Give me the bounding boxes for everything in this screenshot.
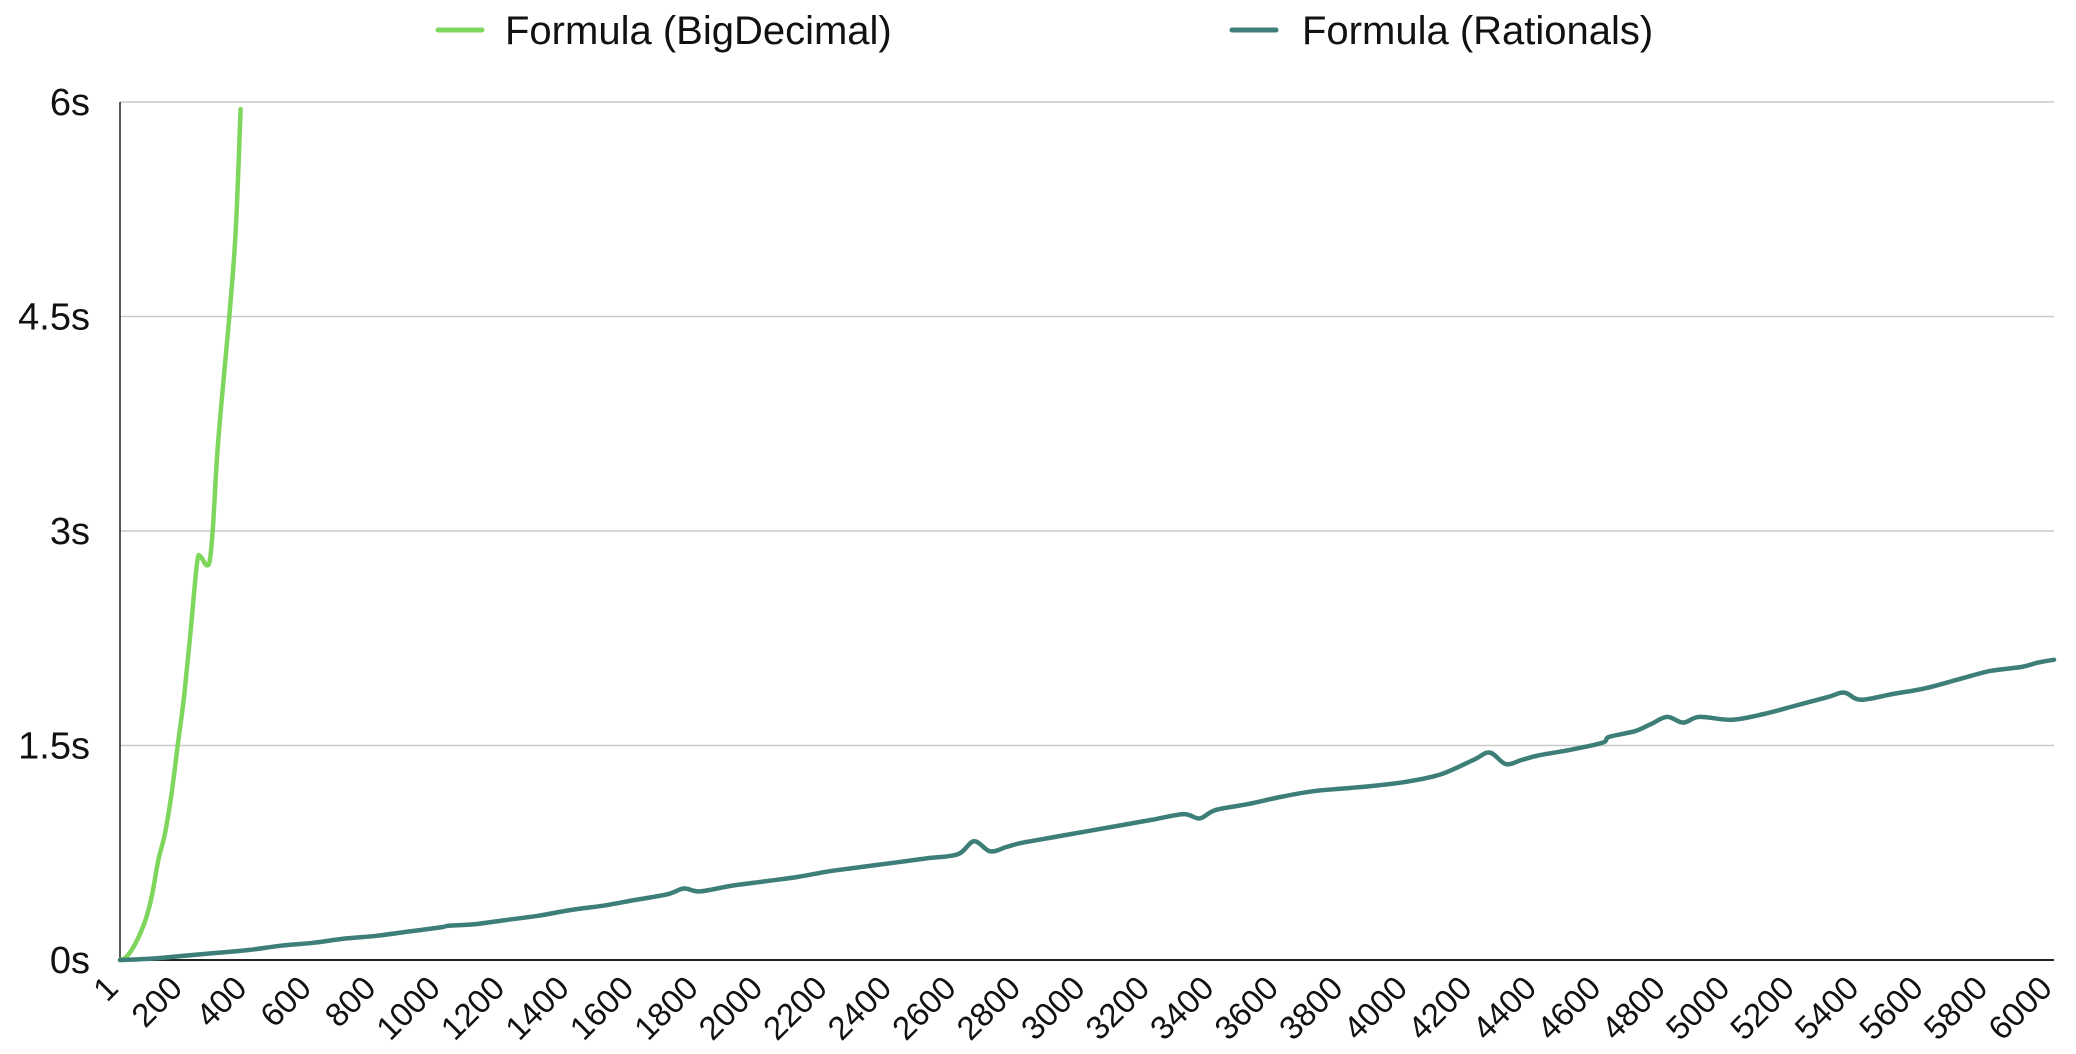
series-line-rationals <box>117 657 2057 963</box>
x-tick-label: 1 <box>86 969 125 1008</box>
legend-label: Formula (Rationals) <box>1302 9 1653 53</box>
x-tick-label: 200 <box>124 969 189 1034</box>
x-tick-label: 5800 <box>1916 969 1994 1047</box>
x-tick-label: 400 <box>188 969 253 1034</box>
legend: Formula (BigDecimal) Formula (Rationals) <box>435 9 1653 53</box>
x-tick-label: 2200 <box>756 969 834 1047</box>
x-tick-label: 5000 <box>1658 969 1736 1047</box>
y-tick-label: 0s <box>50 940 90 982</box>
x-tick-label: 1400 <box>498 969 576 1047</box>
y-tick-label: 4.5s <box>18 297 90 339</box>
x-tick-label: 4200 <box>1401 969 1479 1047</box>
legend-label: Formula (BigDecimal) <box>505 9 892 53</box>
x-tick-label: 1200 <box>433 969 511 1047</box>
x-tick-label: 3400 <box>1143 969 1221 1047</box>
x-tick-label: 3600 <box>1207 969 1285 1047</box>
series-line-bigdecimal <box>117 106 243 963</box>
x-tick-label: 4400 <box>1465 969 1543 1047</box>
x-tick-label: 6000 <box>1981 969 2059 1047</box>
x-tick-label: 5400 <box>1787 969 1865 1047</box>
x-tick-label: 3800 <box>1272 969 1350 1047</box>
x-tick-label: 2800 <box>949 969 1027 1047</box>
x-tick-label: 4800 <box>1594 969 1672 1047</box>
x-tick-label: 2400 <box>820 969 898 1047</box>
series-lines <box>117 106 2057 963</box>
x-tick-label: 2000 <box>691 969 769 1047</box>
x-tick-label: 4600 <box>1530 969 1608 1047</box>
x-tick-label: 5600 <box>1852 969 1930 1047</box>
x-tick-label: 3000 <box>1014 969 1092 1047</box>
x-tick-label: 600 <box>253 969 318 1034</box>
y-tick-label: 6s <box>50 82 90 124</box>
x-tick-label: 3200 <box>1078 969 1156 1047</box>
x-tick-label: 5200 <box>1723 969 1801 1047</box>
x-tick-label: 1600 <box>562 969 640 1047</box>
grid <box>120 101 2054 747</box>
x-tick-label: 2600 <box>885 969 963 1047</box>
y-tick-label: 3s <box>50 511 90 553</box>
x-tick-label: 1000 <box>369 969 447 1047</box>
x-tick-label: 4000 <box>1336 969 1414 1047</box>
x-tick-label: 1800 <box>627 969 705 1047</box>
y-tick-label: 1.5s <box>18 726 90 768</box>
